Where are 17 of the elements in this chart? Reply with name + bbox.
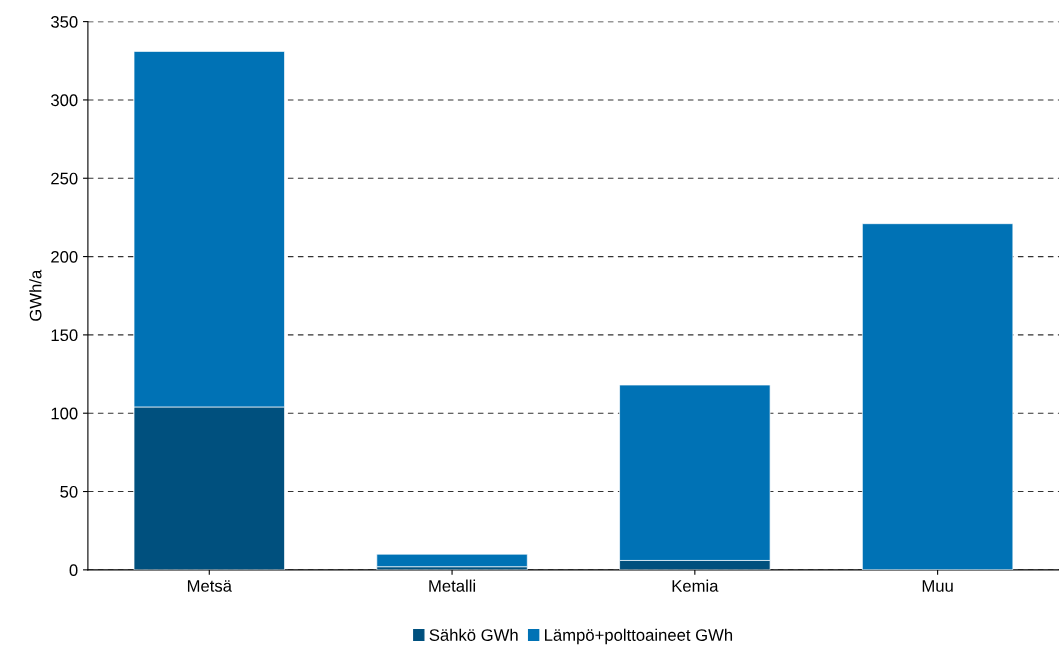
y-axis-title: GWh/a — [29, 269, 42, 321]
x-tick-label: Metsä — [187, 580, 232, 592]
x-tick-label: Kemia — [672, 579, 719, 592]
y-tick-label: 0 — [69, 564, 78, 577]
legend-label: Sähkö GWh — [429, 628, 518, 641]
y-tick-label: 50 — [60, 485, 78, 498]
y-tick-label: 200 — [51, 250, 78, 263]
bar — [862, 223, 1014, 570]
bar — [376, 553, 528, 568]
y-tick-label: 350 — [51, 16, 78, 28]
legend-label: Lämpö+polttoaineet GWh — [545, 628, 733, 645]
y-tick-label: 300 — [51, 94, 78, 107]
y-tick-label: 100 — [51, 407, 78, 420]
y-tick-label: 150 — [51, 329, 78, 342]
y-tick-label: 250 — [51, 172, 78, 185]
x-tick-label: Metalli — [429, 579, 476, 592]
x-tick-label: Muu — [922, 580, 953, 592]
